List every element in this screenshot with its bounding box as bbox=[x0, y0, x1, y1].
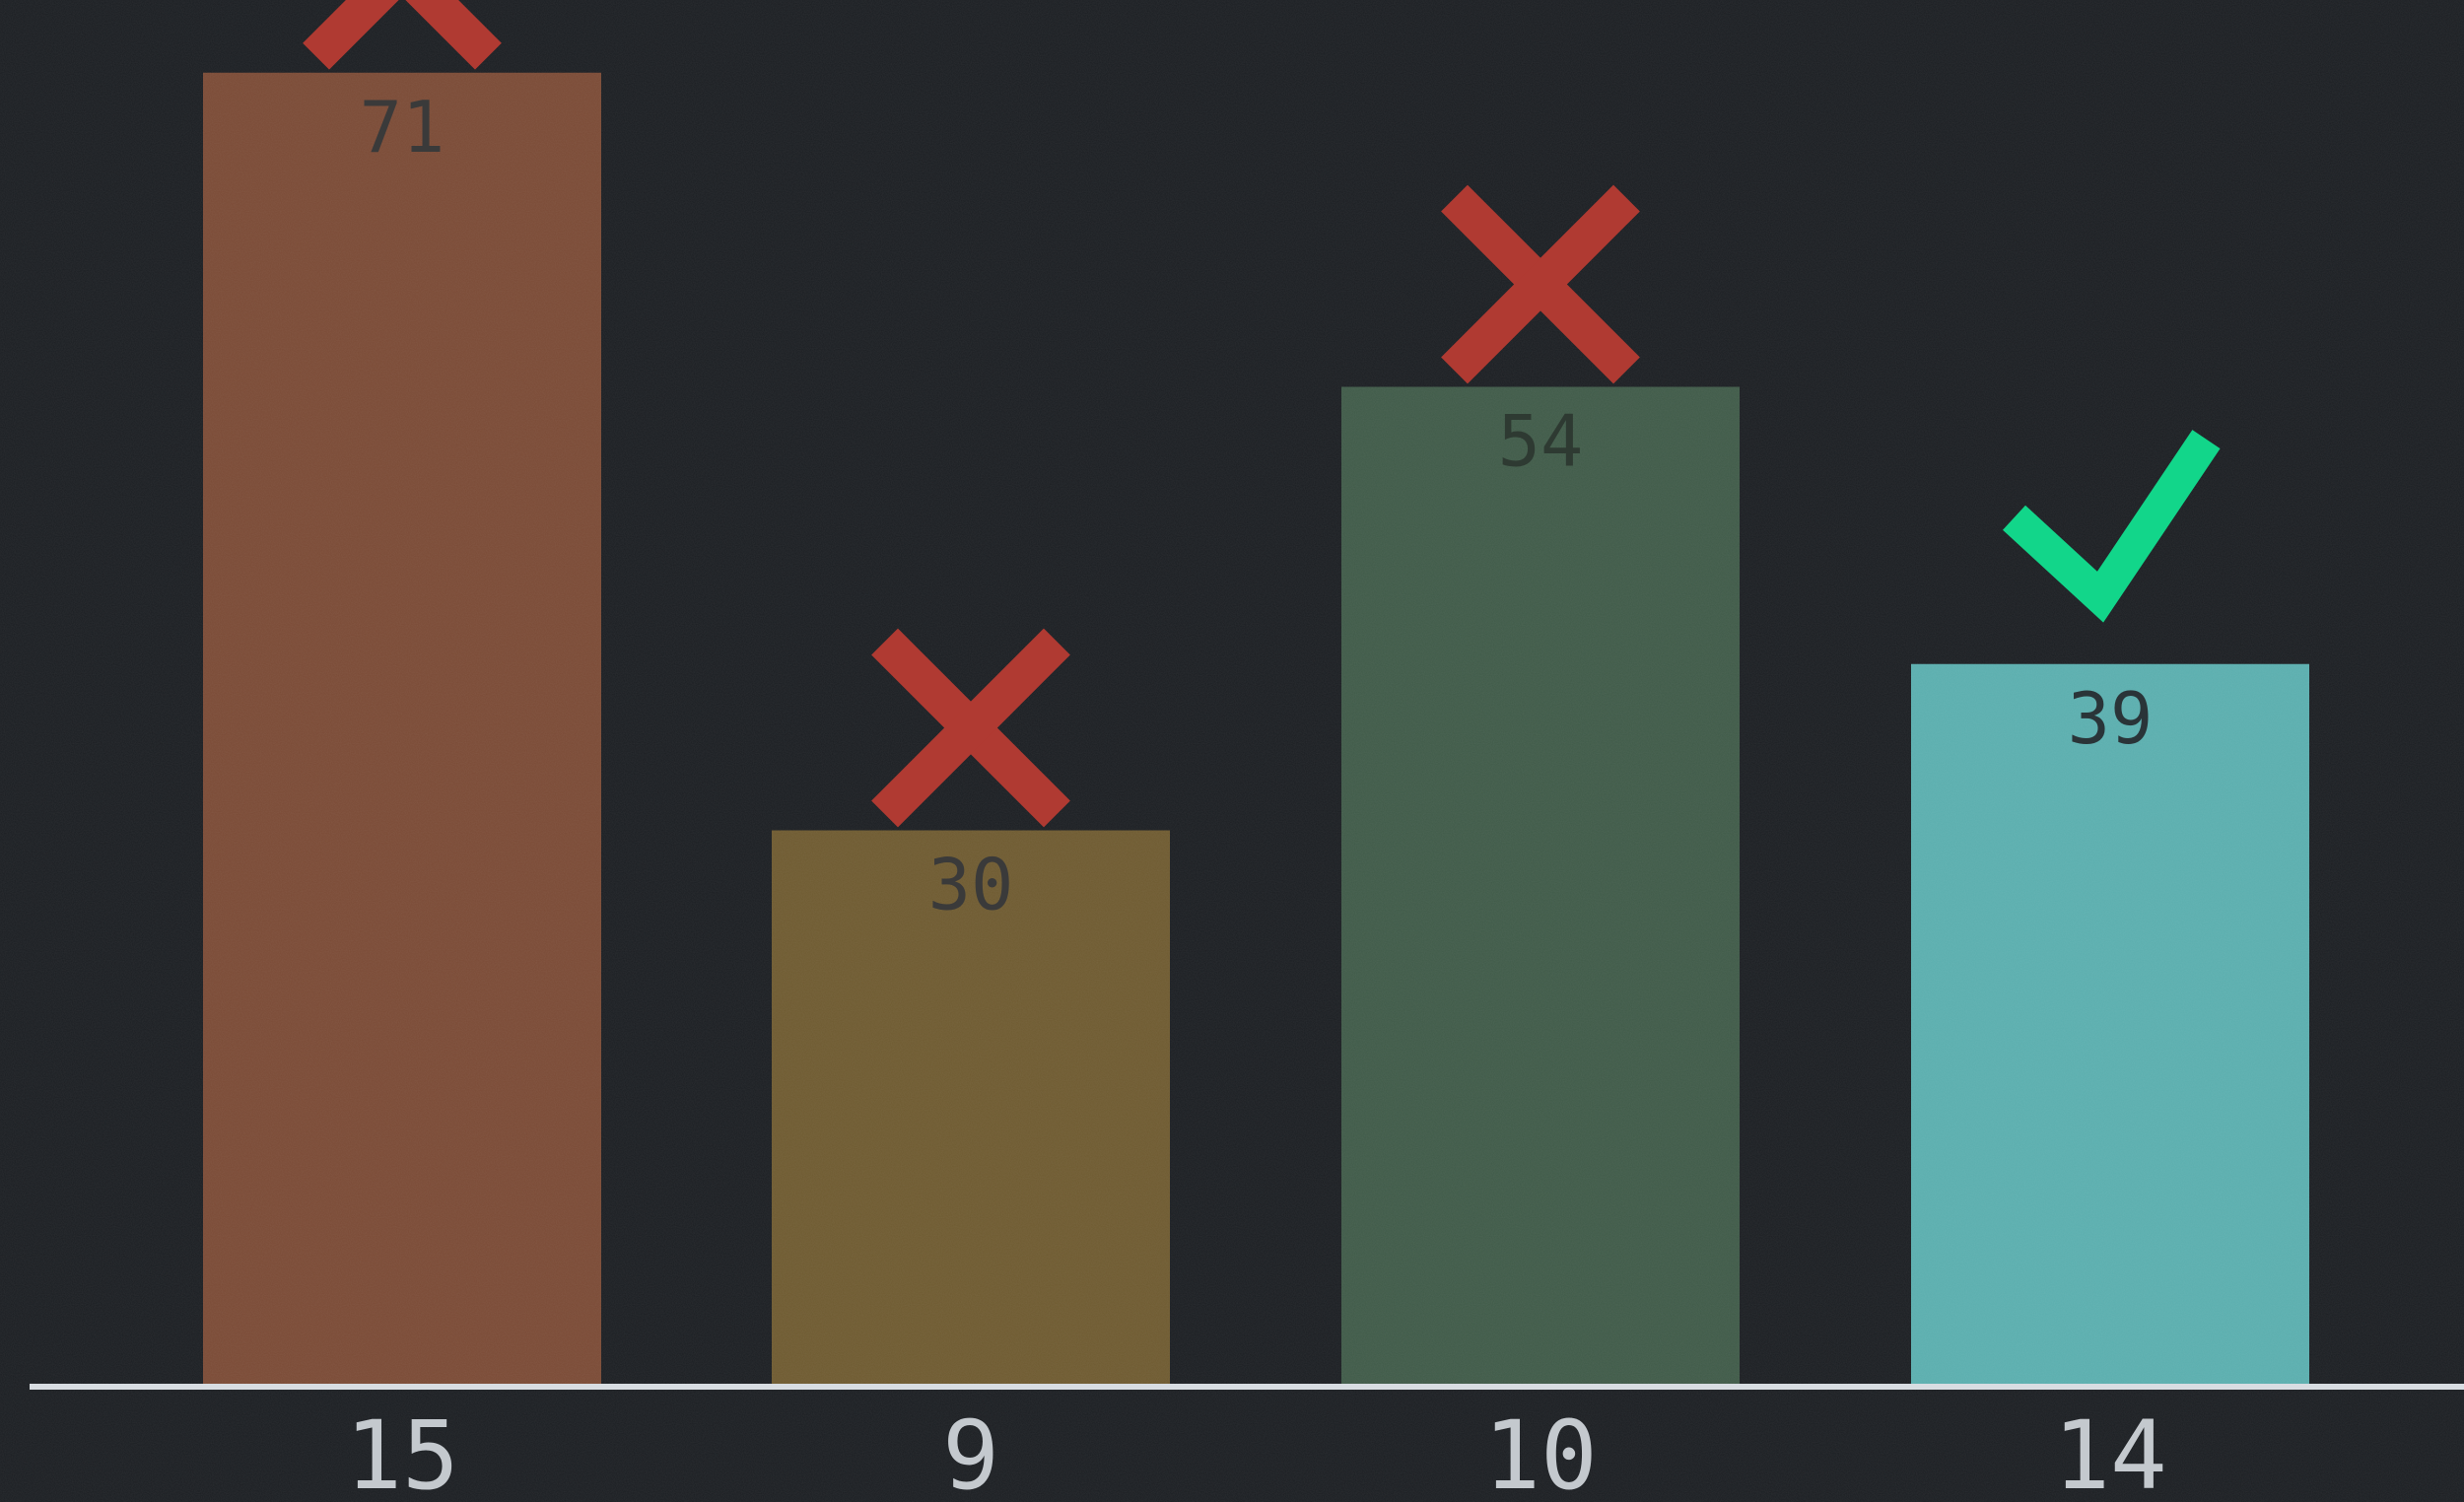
x-tick-labels: 15 9 10 14 bbox=[345, 1400, 2167, 1502]
cross-icon bbox=[1441, 184, 1640, 384]
value-labels-layer: 71 30 54 39 bbox=[360, 86, 2154, 926]
value-label: 30 bbox=[928, 844, 1014, 926]
value-label: 71 bbox=[360, 86, 445, 169]
bar-grain bbox=[1911, 663, 2309, 1385]
bar-grain bbox=[1341, 386, 1740, 1385]
value-label: 39 bbox=[2068, 677, 2154, 760]
x-tick-label: 14 bbox=[2053, 1400, 2167, 1502]
cross-icon bbox=[871, 628, 1070, 828]
check-icon bbox=[2002, 430, 2221, 623]
value-label: 54 bbox=[1498, 400, 1584, 483]
x-tick-label: 15 bbox=[345, 1400, 459, 1502]
marks-layer bbox=[303, 0, 2221, 828]
x-tick-label: 10 bbox=[1483, 1400, 1598, 1502]
x-tick-label: 9 bbox=[942, 1400, 999, 1502]
bar-grain bbox=[772, 830, 1170, 1385]
cross-icon bbox=[303, 0, 502, 70]
bars-layer bbox=[203, 72, 2309, 1385]
bar-grain bbox=[203, 72, 601, 1385]
